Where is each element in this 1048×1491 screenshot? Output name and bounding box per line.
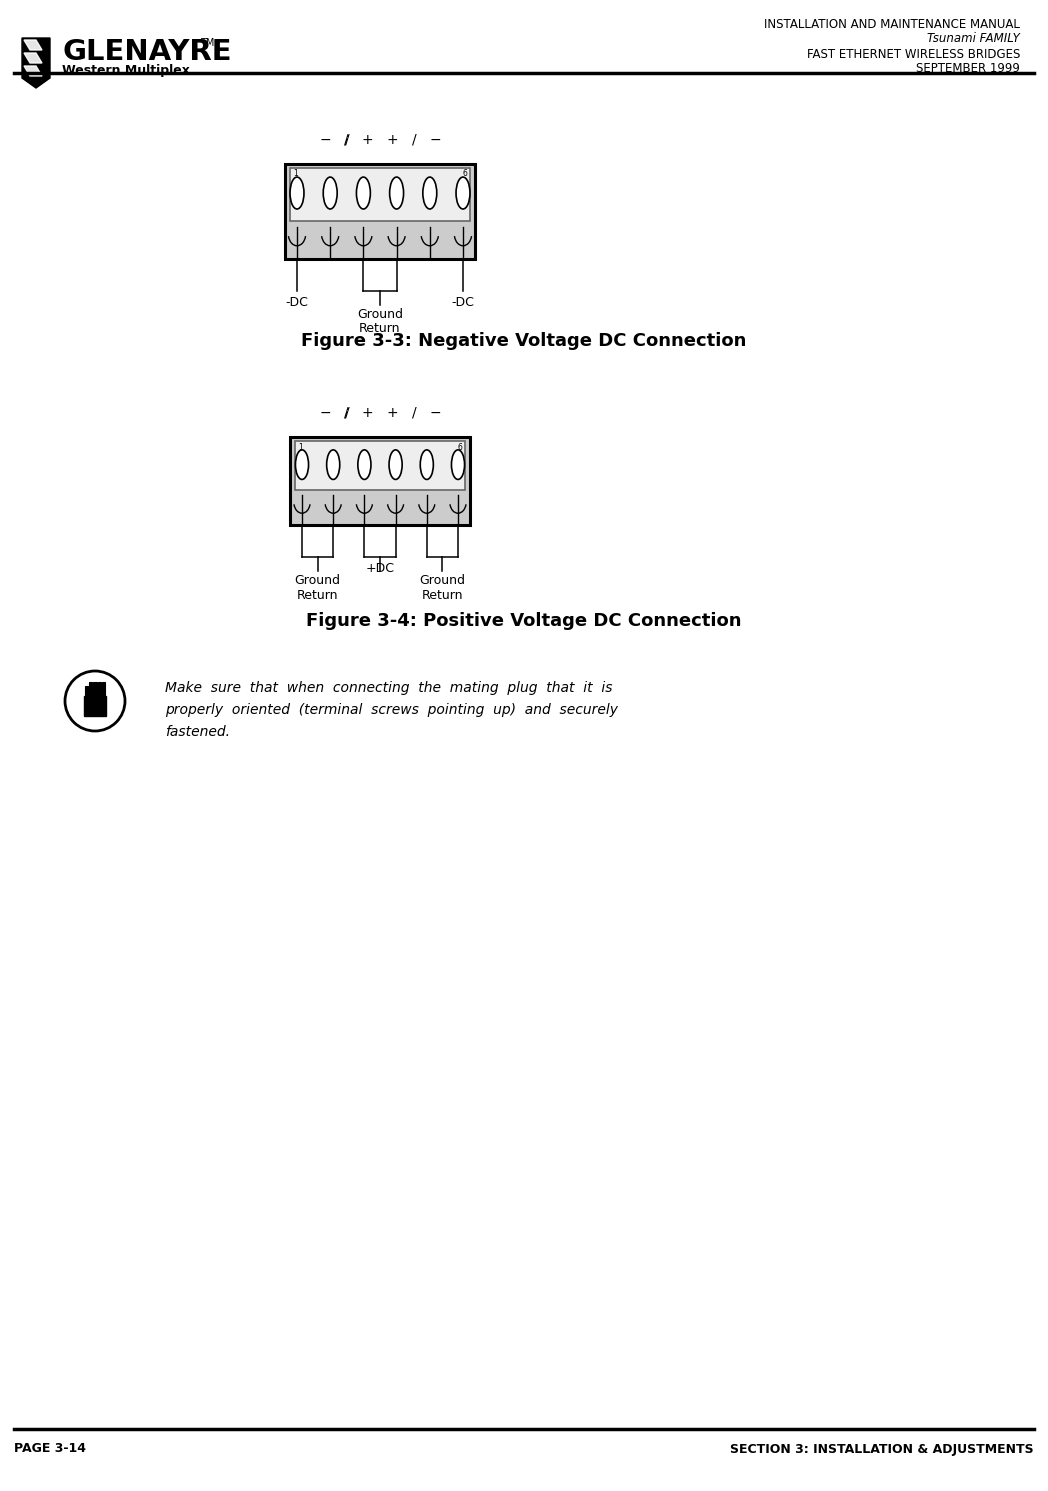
Text: GLENAYRE: GLENAYRE	[62, 37, 232, 66]
Ellipse shape	[290, 177, 304, 209]
Ellipse shape	[323, 177, 337, 209]
Polygon shape	[24, 54, 42, 63]
Polygon shape	[24, 66, 42, 76]
Text: Ground
Return: Ground Return	[294, 574, 341, 602]
Polygon shape	[24, 40, 42, 51]
Ellipse shape	[390, 177, 403, 209]
Ellipse shape	[356, 177, 370, 209]
Ellipse shape	[452, 450, 464, 480]
Text: INSTALLATION AND MAINTENANCE MANUAL: INSTALLATION AND MAINTENANCE MANUAL	[764, 18, 1020, 31]
Bar	[102, 681, 106, 696]
Text: SECTION 3: INSTALLATION & ADJUSTMENTS: SECTION 3: INSTALLATION & ADJUSTMENTS	[730, 1442, 1034, 1455]
Text: $-$   $/\!\!/$   $+$   $+$   $/\!\!/$   $-$: $-$ $/\!\!/$ $+$ $+$ $/\!\!/$ $-$	[319, 133, 441, 148]
Ellipse shape	[422, 177, 437, 209]
Text: SEPTEMBER 1999: SEPTEMBER 1999	[916, 63, 1020, 75]
Text: 6: 6	[462, 170, 467, 179]
Ellipse shape	[357, 450, 371, 480]
Polygon shape	[22, 37, 50, 88]
Circle shape	[65, 671, 125, 731]
Text: Ground
Return: Ground Return	[357, 307, 403, 335]
Text: Tsunami FAMILY: Tsunami FAMILY	[927, 31, 1020, 45]
Text: -DC: -DC	[285, 295, 308, 309]
Ellipse shape	[389, 450, 402, 480]
Bar	[85, 686, 88, 696]
Text: fastened.: fastened.	[165, 725, 230, 740]
Text: 1: 1	[293, 170, 298, 179]
Bar	[294, 441, 465, 491]
Text: Figure 3-3: Negative Voltage DC Connection: Figure 3-3: Negative Voltage DC Connecti…	[302, 332, 746, 350]
Text: $-$   $/\!\!/$   $+$   $+$   $/\!\!/$   $-$: $-$ $/\!\!/$ $+$ $+$ $/\!\!/$ $-$	[319, 406, 441, 420]
Bar	[97, 681, 101, 696]
Bar	[84, 696, 106, 716]
Ellipse shape	[420, 450, 434, 480]
Text: PAGE 3-14: PAGE 3-14	[14, 1442, 86, 1455]
Bar	[290, 437, 470, 525]
Bar	[290, 167, 470, 221]
Text: 6: 6	[457, 443, 462, 452]
Text: FAST ETHERNET WIRELESS BRIDGES: FAST ETHERNET WIRELESS BRIDGES	[807, 48, 1020, 61]
Text: properly  oriented  (terminal  screws  pointing  up)  and  securely: properly oriented (terminal screws point…	[165, 702, 618, 717]
Text: TM: TM	[200, 37, 215, 48]
Bar	[89, 681, 92, 696]
Ellipse shape	[327, 450, 340, 480]
Bar	[285, 164, 475, 258]
Text: Figure 3-4: Positive Voltage DC Connection: Figure 3-4: Positive Voltage DC Connecti…	[306, 611, 742, 631]
Text: Ground
Return: Ground Return	[419, 574, 465, 602]
Ellipse shape	[296, 450, 308, 480]
Text: 1: 1	[298, 443, 303, 452]
Text: Western Multiplex: Western Multiplex	[62, 64, 190, 78]
Text: +DC: +DC	[366, 562, 394, 576]
Text: Make  sure  that  when  connecting  the  mating  plug  that  it  is: Make sure that when connecting the matin…	[165, 681, 612, 695]
Bar	[93, 681, 96, 696]
Text: -DC: -DC	[452, 295, 475, 309]
Bar	[14, 9, 234, 66]
Ellipse shape	[456, 177, 470, 209]
